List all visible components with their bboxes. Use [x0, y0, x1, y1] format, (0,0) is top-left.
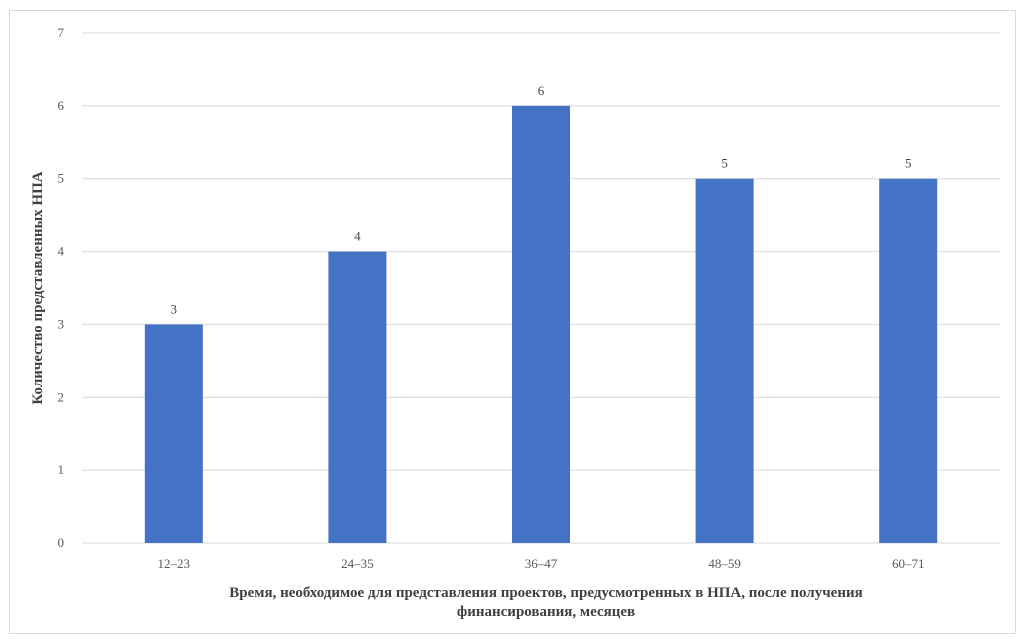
bar-24–35 [328, 251, 387, 544]
y-tick-label: 3 [58, 316, 65, 331]
x-tick-label: 36–47 [525, 556, 558, 571]
data-label: 5 [721, 156, 728, 171]
x-axis-title-line-1: Время, необходимое для представления про… [229, 585, 863, 601]
data-label: 4 [354, 229, 361, 244]
data-label: 5 [905, 156, 912, 171]
x-tick-label: 12–23 [158, 556, 191, 571]
bar-12–23 [144, 324, 203, 543]
bars [144, 105, 938, 544]
x-tick-label: 24–35 [341, 556, 374, 571]
x-axis-title-line-2: финансирования, месяцев [457, 604, 635, 620]
x-axis-ticks: 12–23 24–35 36–47 48–59 60–71 [158, 556, 925, 571]
bar-48–59 [695, 178, 754, 543]
y-axis-title: Количество представленных НПА [30, 171, 46, 404]
y-tick-label: 0 [58, 535, 65, 550]
y-tick-label: 5 [58, 171, 65, 186]
y-tick-label: 7 [58, 25, 65, 40]
y-tick-label: 4 [58, 244, 65, 259]
x-tick-label: 60–71 [892, 556, 925, 571]
y-tick-label: 2 [58, 389, 65, 404]
bar-36–47 [512, 105, 570, 543]
data-labels: 3 4 6 5 5 [171, 83, 912, 317]
x-tick-label: 48–59 [708, 556, 741, 571]
data-label: 3 [171, 301, 178, 316]
y-axis-ticks: 0 1 2 3 4 5 6 7 [58, 25, 65, 550]
y-tick-label: 6 [58, 98, 65, 113]
data-label: 6 [538, 83, 545, 98]
y-tick-label: 1 [58, 462, 65, 477]
bar-60–71 [879, 178, 938, 543]
